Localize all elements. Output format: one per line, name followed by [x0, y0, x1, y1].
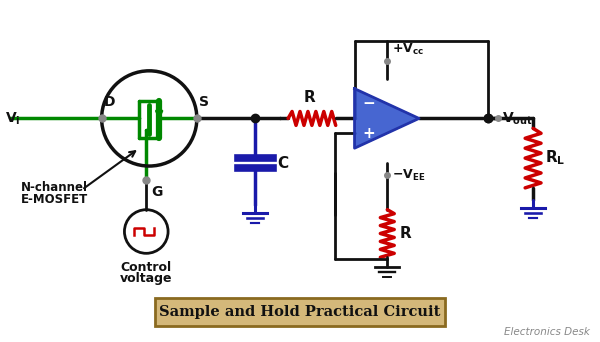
- Text: Electronics Desk: Electronics Desk: [504, 327, 590, 337]
- Polygon shape: [355, 89, 419, 148]
- Text: D: D: [104, 94, 115, 108]
- Text: Control: Control: [121, 261, 172, 274]
- Text: R: R: [304, 90, 316, 105]
- Text: −: −: [362, 96, 375, 111]
- Text: N-channel: N-channel: [20, 181, 88, 194]
- Text: $\mathbf{V_i}$: $\mathbf{V_i}$: [5, 110, 21, 127]
- Text: voltage: voltage: [120, 272, 173, 285]
- Text: S: S: [199, 94, 209, 108]
- Text: E-MOSFET: E-MOSFET: [20, 193, 88, 206]
- Text: +: +: [362, 126, 375, 141]
- Text: $\mathbf{R_L}$: $\mathbf{R_L}$: [545, 149, 565, 168]
- Text: $\mathbf{+ V_{cc}}$: $\mathbf{+ V_{cc}}$: [392, 42, 424, 57]
- Text: $\mathbf{- V_{EE}}$: $\mathbf{- V_{EE}}$: [392, 168, 426, 183]
- Text: C: C: [277, 156, 289, 171]
- FancyBboxPatch shape: [155, 298, 445, 326]
- Text: R: R: [399, 226, 411, 241]
- Text: Sample and Hold Practical Circuit: Sample and Hold Practical Circuit: [160, 305, 440, 319]
- Text: $\mathbf{V_{out}}$: $\mathbf{V_{out}}$: [502, 110, 533, 127]
- Text: G: G: [151, 185, 163, 199]
